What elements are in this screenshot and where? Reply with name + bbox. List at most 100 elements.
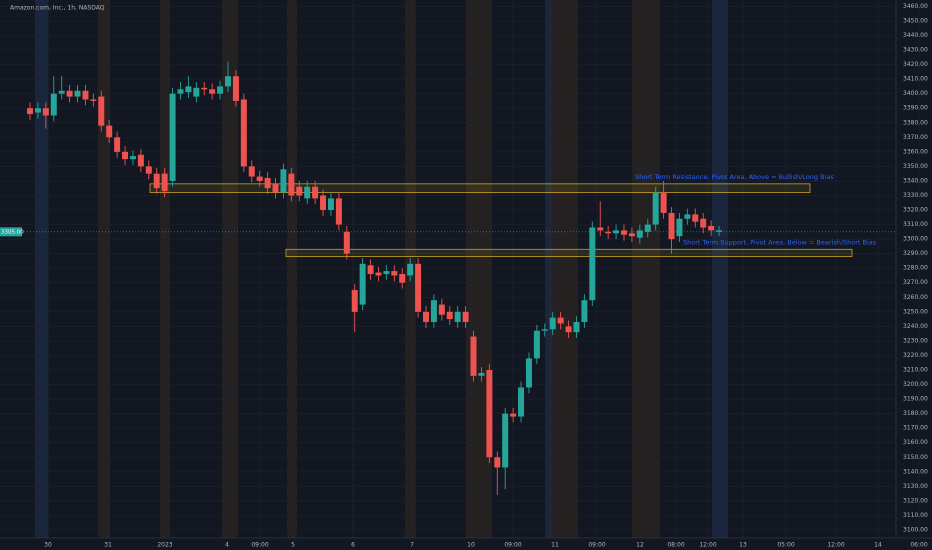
zone-annotation: Short Term Resistance, Pivot Area, Above… — [635, 173, 834, 181]
x-tick-label: 06:00 — [910, 542, 927, 549]
candle-body — [549, 317, 556, 330]
candle-body — [438, 304, 445, 315]
last-price-label: 3305.00 — [1, 229, 24, 235]
y-tick-label: 3360.00 — [903, 148, 928, 155]
candle-body — [708, 226, 715, 231]
candle-body — [462, 311, 469, 323]
candle-body — [581, 300, 588, 323]
candle-body — [700, 218, 707, 228]
candle-body — [145, 166, 152, 174]
candle-body — [343, 231, 350, 254]
y-tick-label: 3170.00 — [903, 425, 928, 432]
y-tick-label: 3350.00 — [903, 163, 928, 170]
y-tick-label: 3420.00 — [903, 61, 928, 68]
candle-body — [359, 263, 366, 305]
candle-body — [320, 195, 327, 211]
x-tick-label: 09:00 — [504, 542, 521, 549]
candle-body — [676, 218, 683, 237]
candle-body — [518, 387, 525, 417]
pivot-zone — [149, 183, 811, 193]
candle-body — [264, 178, 271, 189]
y-tick-label: 3400.00 — [903, 90, 928, 97]
y-tick-label: 3200.00 — [903, 381, 928, 388]
session-band — [35, 0, 48, 538]
candle-body — [351, 290, 358, 312]
x-tick-label: 10 — [467, 542, 475, 549]
candle-body — [391, 271, 398, 276]
candle-body — [470, 336, 477, 376]
candle-body — [541, 329, 548, 331]
candle-body — [58, 90, 65, 94]
candle-body — [296, 186, 303, 196]
y-tick-label: 3450.00 — [903, 17, 928, 24]
last-price-box — [0, 227, 22, 237]
candle-body — [502, 413, 509, 468]
candle-body — [312, 186, 319, 199]
y-tick-label: 3300.00 — [903, 236, 928, 243]
y-tick-label: 3160.00 — [903, 439, 928, 446]
x-tick-label: 5 — [291, 542, 295, 549]
x-tick-label: 13 — [739, 542, 747, 549]
y-tick-label: 3310.00 — [903, 221, 928, 228]
candle-body — [430, 300, 437, 323]
candle-body — [288, 173, 295, 196]
y-tick-label: 3370.00 — [903, 134, 928, 141]
candle-body — [137, 154, 144, 167]
candle-body — [533, 330, 540, 359]
candle-body — [66, 90, 73, 97]
candle-body — [399, 274, 406, 283]
candle-body — [454, 311, 461, 323]
candle-body — [636, 230, 643, 238]
candle-body — [153, 173, 160, 189]
candle-body — [74, 90, 81, 97]
candle-body — [34, 108, 41, 113]
candle-body — [129, 156, 136, 160]
y-tick-label: 3190.00 — [903, 396, 928, 403]
y-tick-label: 3150.00 — [903, 454, 928, 461]
candle-body — [50, 93, 57, 116]
session-band — [222, 0, 238, 538]
candle-body — [82, 90, 89, 100]
candle-body — [621, 230, 627, 235]
session-band — [712, 0, 728, 538]
y-tick-label: 3410.00 — [903, 76, 928, 83]
x-tick-label: 4 — [225, 542, 229, 549]
y-tick-label: 3180.00 — [903, 410, 928, 417]
zones: Short Term Resistance, Pivot Area, Above… — [0, 173, 896, 257]
candle-body — [177, 89, 184, 94]
y-tick-label: 3240.00 — [903, 323, 928, 330]
candle-body — [169, 93, 176, 181]
y-tick-label: 3210.00 — [903, 367, 928, 374]
candle-body — [716, 230, 723, 232]
candle-body — [122, 151, 129, 160]
candle-body — [161, 173, 168, 192]
x-tick-label: 7 — [410, 542, 414, 549]
candle-body — [375, 272, 382, 276]
candle-body — [423, 311, 429, 323]
candle-body — [415, 263, 422, 312]
candle-body — [304, 186, 311, 199]
session-band — [548, 0, 578, 538]
candle-body — [525, 358, 532, 388]
y-tick-label: 3390.00 — [903, 105, 928, 112]
y-tick-label: 3430.00 — [903, 47, 928, 54]
candle-body — [248, 166, 255, 177]
y-tick-label: 3140.00 — [903, 468, 928, 475]
candle-body — [201, 87, 208, 90]
candles — [27, 61, 723, 496]
y-tick-label: 3460.00 — [903, 3, 928, 10]
candle-body — [652, 192, 659, 225]
candle-body — [240, 99, 247, 167]
candle-body — [486, 370, 493, 458]
pivot-zone — [285, 248, 853, 257]
candle-body — [557, 317, 564, 324]
candle-body — [478, 372, 485, 376]
candle-body — [684, 214, 691, 219]
x-tick-label: 08:00 — [667, 542, 684, 549]
x-tick-label: 09:00 — [251, 542, 268, 549]
candle-body — [114, 137, 121, 152]
y-tick-label: 3380.00 — [903, 119, 928, 126]
x-tick-label: 12:00 — [827, 542, 844, 549]
